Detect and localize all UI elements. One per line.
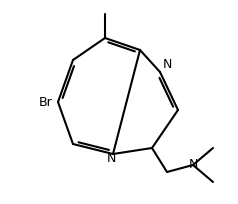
Text: N: N: [106, 152, 116, 165]
Text: N: N: [188, 159, 198, 172]
Text: N: N: [163, 58, 172, 71]
Text: Br: Br: [39, 95, 53, 109]
